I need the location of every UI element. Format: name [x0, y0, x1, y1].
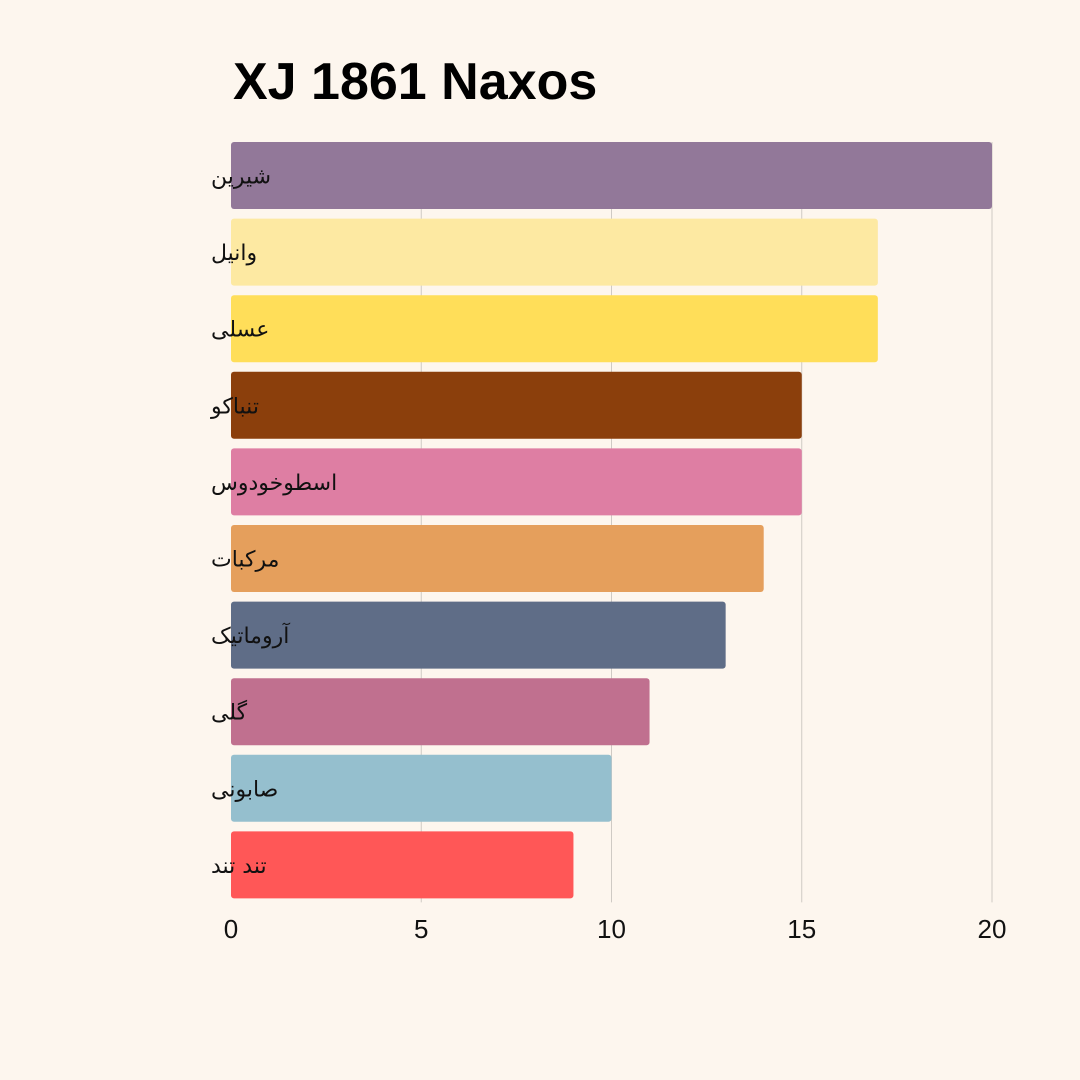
category-label: عسلی — [211, 318, 269, 343]
bar — [231, 142, 992, 209]
chart-title: XJ 1861 Naxos — [233, 53, 598, 111]
bar — [231, 448, 802, 516]
bar — [231, 525, 764, 592]
category-label: مرکبات — [211, 548, 279, 573]
x-tick-label: 5 — [414, 914, 428, 944]
category-label: تنباکو — [210, 394, 259, 419]
bar — [231, 295, 878, 363]
category-label: صابونی — [211, 777, 278, 802]
category-label: گلی — [211, 700, 248, 726]
category-label: آروماتیک — [211, 622, 290, 649]
x-tick-label: 0 — [224, 914, 238, 944]
category-label: شیرین — [211, 165, 271, 190]
category-label: اسطوخودوس — [211, 471, 337, 496]
bar — [231, 754, 612, 822]
x-tick-label: 20 — [978, 914, 1007, 944]
bar — [231, 678, 650, 746]
x-tick-label: 15 — [787, 914, 816, 944]
bar — [231, 831, 574, 899]
x-tick-label: 10 — [597, 914, 626, 944]
bar — [231, 371, 802, 439]
bar — [231, 601, 726, 669]
category-label: تند تند — [211, 854, 267, 879]
category-label: وانیل — [211, 241, 257, 266]
bar — [231, 218, 878, 286]
